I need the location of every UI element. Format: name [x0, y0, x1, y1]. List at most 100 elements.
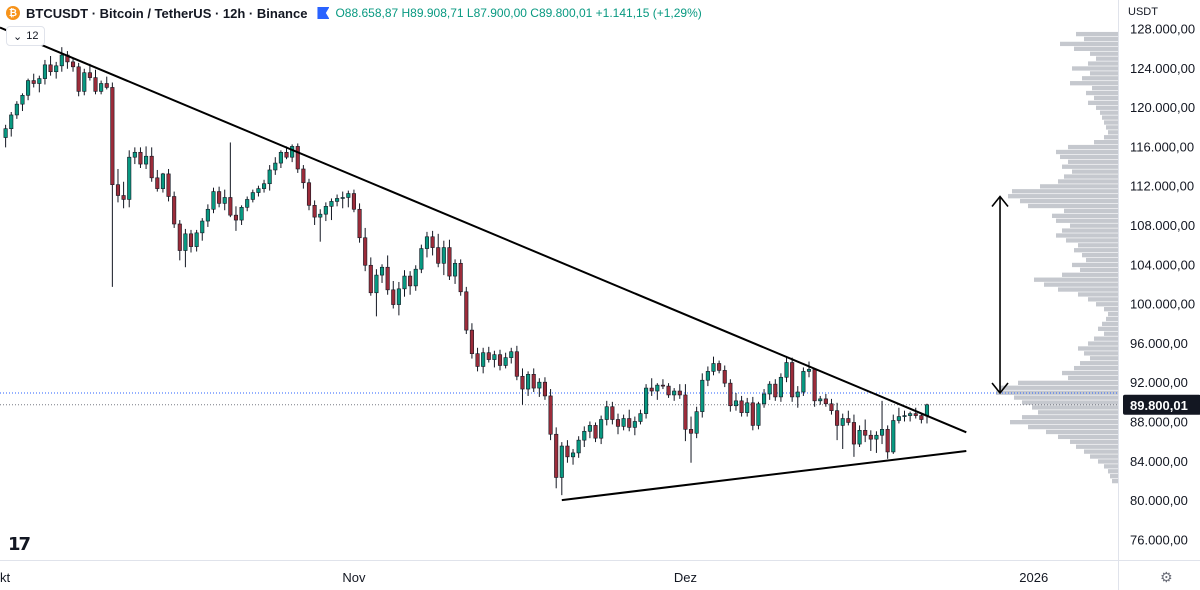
candle-body [908, 413, 913, 416]
symbol-header[interactable]: ₿ BTCUSDT · Bitcoin / TetherUS · 12h · B… [6, 4, 702, 22]
candle-body [340, 197, 345, 199]
candle [610, 401, 615, 425]
volume-profile-bar [1018, 380, 1118, 386]
candle [368, 257, 373, 296]
candle [441, 240, 446, 276]
candle [688, 416, 694, 463]
candle [801, 367, 806, 396]
candle [548, 389, 553, 441]
candle [497, 349, 503, 371]
candle-body [464, 291, 469, 331]
candle [312, 200, 317, 225]
volume-profile-bar [1084, 36, 1118, 42]
candle [571, 448, 576, 465]
volume-profile-bar [1088, 297, 1118, 302]
candle [818, 395, 823, 405]
candle [812, 368, 817, 407]
tradingview-logo-icon: 17 [8, 534, 31, 555]
candle [644, 384, 649, 419]
candle [863, 419, 868, 443]
volume-profile-bar [1088, 341, 1118, 346]
candle-body [582, 430, 587, 441]
candle [554, 427, 559, 489]
candle-body [705, 371, 710, 381]
candle-body [379, 266, 385, 276]
interval-selector[interactable]: ⌄ 12 [6, 26, 46, 46]
candle-body [554, 433, 559, 478]
candle [733, 392, 739, 411]
candle [20, 93, 25, 112]
volume-profile-bar [1096, 105, 1118, 110]
symbol-title[interactable]: BTCUSDT · Bitcoin / TetherUS · 12h · Bin… [26, 5, 308, 21]
chevron-down-icon[interactable]: ⌄ [13, 30, 23, 43]
candle [166, 168, 171, 202]
candle [666, 383, 671, 398]
candle [267, 165, 272, 191]
candle-body [346, 193, 351, 198]
candle [374, 269, 379, 317]
candle [481, 347, 486, 374]
currency-label[interactable]: USDT [1128, 6, 1158, 18]
volume-profile-bar [1090, 51, 1118, 56]
candle-body [728, 382, 733, 407]
volume-profile-bar [1078, 346, 1118, 351]
candle [840, 413, 845, 449]
candle-body [475, 353, 480, 367]
candle [728, 379, 733, 412]
bitcoin-logo-icon: ₿ [6, 6, 20, 20]
volume-profile-bar [1084, 351, 1118, 356]
candle-body [149, 155, 154, 179]
candle-body [188, 233, 194, 247]
candle-body [256, 188, 261, 193]
range-arrow-head-top [991, 195, 1009, 207]
candle-body [312, 205, 317, 218]
candle [262, 179, 267, 193]
candle [660, 379, 665, 390]
candle [745, 397, 750, 417]
candle [683, 384, 688, 442]
candle [857, 425, 862, 448]
volume-profile-bar [1104, 135, 1118, 140]
volume-profile-bar [1070, 439, 1118, 444]
volume-profile-bar [1098, 459, 1118, 464]
candle [160, 172, 165, 193]
y-tick-label: 88.000,00 [1130, 414, 1188, 429]
candle [750, 396, 755, 431]
candle-body [722, 370, 727, 384]
candle-body [542, 381, 547, 397]
candle-body [87, 72, 92, 78]
candle-body [778, 376, 783, 398]
candle-body [368, 264, 373, 294]
candle [677, 384, 682, 399]
y-tick-label: 96.000,00 [1130, 336, 1188, 351]
candle [795, 386, 800, 408]
volume-profile-bar [1070, 223, 1118, 228]
volume-profile-bar [1080, 267, 1118, 273]
range-arrow [991, 195, 1009, 395]
volume-profile-bar [1108, 130, 1118, 135]
candle [149, 147, 154, 182]
volume-profile-bar [1104, 307, 1118, 312]
flag-icon[interactable] [317, 7, 330, 19]
candle [419, 244, 424, 274]
volume-profile-bar [1000, 385, 1118, 390]
candle [82, 68, 87, 96]
candle [913, 407, 918, 419]
candle [306, 178, 312, 211]
candle [402, 270, 407, 297]
volume-profile-bar [1106, 125, 1118, 130]
candle-body [132, 151, 137, 158]
candle-body [795, 391, 800, 398]
candle [99, 80, 104, 95]
gear-icon[interactable]: ⚙ [1160, 570, 1173, 586]
candle [632, 416, 637, 436]
candle-body [879, 429, 885, 436]
candle [829, 398, 834, 415]
y-tick-label: 80.000,00 [1130, 493, 1188, 508]
candle-body [840, 418, 845, 426]
candle-body [391, 289, 396, 305]
candle [138, 147, 143, 168]
candle-body [194, 232, 199, 247]
candle-body [402, 275, 407, 290]
